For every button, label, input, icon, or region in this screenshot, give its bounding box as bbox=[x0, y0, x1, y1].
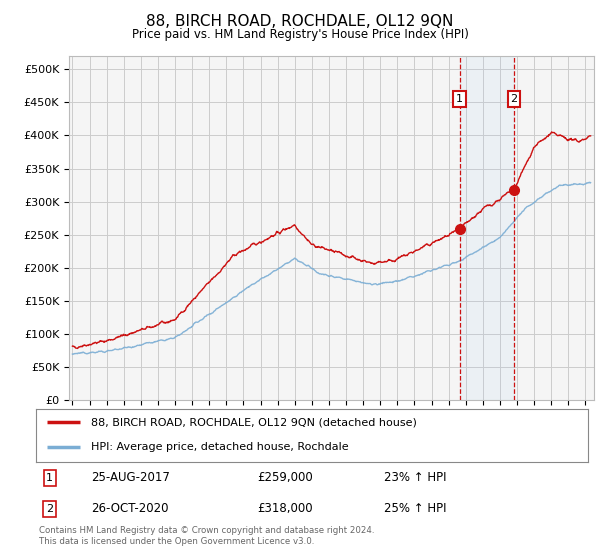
Text: 25-AUG-2017: 25-AUG-2017 bbox=[91, 471, 170, 484]
Text: £259,000: £259,000 bbox=[257, 471, 313, 484]
Text: 1: 1 bbox=[456, 94, 463, 104]
Text: HPI: Average price, detached house, Rochdale: HPI: Average price, detached house, Roch… bbox=[91, 442, 349, 452]
Text: Contains HM Land Registry data © Crown copyright and database right 2024.
This d: Contains HM Land Registry data © Crown c… bbox=[39, 526, 374, 546]
Text: 88, BIRCH ROAD, ROCHDALE, OL12 9QN (detached house): 88, BIRCH ROAD, ROCHDALE, OL12 9QN (deta… bbox=[91, 417, 417, 427]
Text: 26-OCT-2020: 26-OCT-2020 bbox=[91, 502, 169, 515]
Text: 23% ↑ HPI: 23% ↑ HPI bbox=[384, 471, 446, 484]
Text: 2: 2 bbox=[46, 504, 53, 514]
Bar bbox=[460, 56, 514, 400]
Text: 88, BIRCH ROAD, ROCHDALE, OL12 9QN: 88, BIRCH ROAD, ROCHDALE, OL12 9QN bbox=[146, 14, 454, 29]
Text: £318,000: £318,000 bbox=[257, 502, 313, 515]
Text: Price paid vs. HM Land Registry's House Price Index (HPI): Price paid vs. HM Land Registry's House … bbox=[131, 28, 469, 41]
Text: 2: 2 bbox=[511, 94, 518, 104]
Text: 1: 1 bbox=[46, 473, 53, 483]
Text: 25% ↑ HPI: 25% ↑ HPI bbox=[384, 502, 446, 515]
